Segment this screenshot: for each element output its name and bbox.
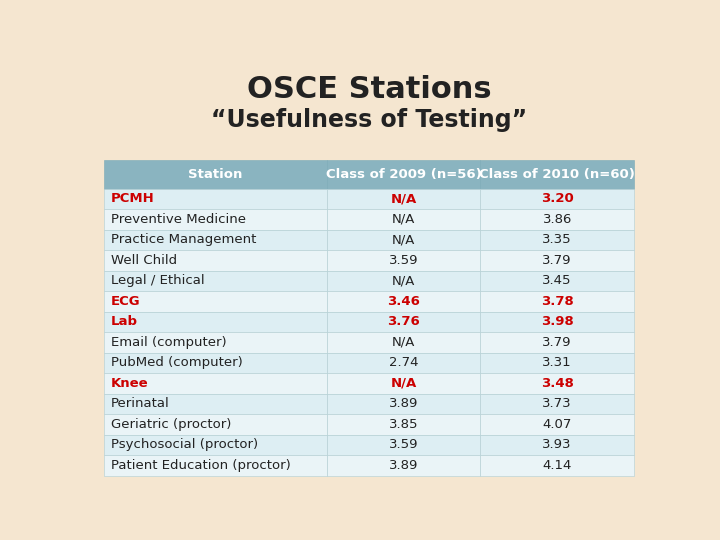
Bar [327, 435, 480, 455]
Bar [104, 394, 327, 414]
Bar [104, 455, 327, 476]
Bar [104, 373, 327, 394]
Text: 4.07: 4.07 [542, 418, 572, 431]
Text: ECG: ECG [111, 295, 140, 308]
Text: 3.79: 3.79 [542, 336, 572, 349]
Text: N/A: N/A [392, 336, 415, 349]
Bar [327, 230, 480, 250]
Text: N/A: N/A [392, 274, 415, 287]
Text: N/A: N/A [390, 377, 417, 390]
Text: 3.76: 3.76 [387, 315, 420, 328]
Bar [480, 373, 634, 394]
Text: 3.79: 3.79 [542, 254, 572, 267]
Bar [327, 209, 480, 230]
Bar [104, 250, 327, 271]
Bar [480, 312, 634, 332]
Text: Class of 2010 (n=60): Class of 2010 (n=60) [480, 168, 635, 181]
Text: N/A: N/A [390, 192, 417, 205]
Bar [480, 291, 634, 312]
Bar [104, 230, 327, 250]
Text: Perinatal: Perinatal [111, 397, 169, 410]
Text: 3.89: 3.89 [389, 397, 418, 410]
Bar [480, 250, 634, 271]
Bar [104, 160, 327, 188]
Text: PubMed (computer): PubMed (computer) [111, 356, 243, 369]
Bar [327, 455, 480, 476]
Text: N/A: N/A [392, 213, 415, 226]
Bar [104, 312, 327, 332]
Text: 3.78: 3.78 [541, 295, 574, 308]
Bar [327, 250, 480, 271]
Bar [480, 435, 634, 455]
Bar [480, 414, 634, 435]
Bar [327, 312, 480, 332]
Bar [104, 435, 327, 455]
Bar [104, 414, 327, 435]
Bar [327, 414, 480, 435]
Bar [480, 353, 634, 373]
Bar [480, 230, 634, 250]
Text: 3.59: 3.59 [389, 254, 418, 267]
Text: 4.14: 4.14 [542, 459, 572, 472]
Text: Practice Management: Practice Management [111, 233, 256, 246]
Bar [104, 271, 327, 291]
Text: Patient Education (proctor): Patient Education (proctor) [111, 459, 290, 472]
Text: 3.89: 3.89 [389, 459, 418, 472]
Text: Lab: Lab [111, 315, 138, 328]
Text: 3.73: 3.73 [542, 397, 572, 410]
Text: 3.48: 3.48 [541, 377, 574, 390]
Bar [480, 332, 634, 353]
Text: Station: Station [188, 168, 243, 181]
Text: 3.46: 3.46 [387, 295, 420, 308]
Text: “Usefulness of Testing”: “Usefulness of Testing” [211, 109, 527, 132]
Bar [327, 353, 480, 373]
Bar [104, 291, 327, 312]
Text: 3.86: 3.86 [542, 213, 572, 226]
Bar [104, 209, 327, 230]
Bar [480, 209, 634, 230]
Bar [480, 188, 634, 209]
Bar [104, 332, 327, 353]
Bar [104, 353, 327, 373]
Text: Well Child: Well Child [111, 254, 176, 267]
Text: 3.31: 3.31 [542, 356, 572, 369]
Bar [327, 271, 480, 291]
Text: Psychosocial (proctor): Psychosocial (proctor) [111, 438, 258, 451]
Text: Preventive Medicine: Preventive Medicine [111, 213, 246, 226]
Text: N/A: N/A [392, 233, 415, 246]
Text: Legal / Ethical: Legal / Ethical [111, 274, 204, 287]
Text: 3.35: 3.35 [542, 233, 572, 246]
Bar [480, 271, 634, 291]
Text: 2.74: 2.74 [389, 356, 418, 369]
Bar [480, 455, 634, 476]
Text: 3.98: 3.98 [541, 315, 574, 328]
Bar [327, 291, 480, 312]
Text: Class of 2009 (n=56): Class of 2009 (n=56) [325, 168, 482, 181]
Bar [327, 188, 480, 209]
Bar [327, 373, 480, 394]
Text: 3.20: 3.20 [541, 192, 574, 205]
Text: Email (computer): Email (computer) [111, 336, 226, 349]
Text: PCMH: PCMH [111, 192, 154, 205]
Text: 3.45: 3.45 [542, 274, 572, 287]
Text: Knee: Knee [111, 377, 148, 390]
Text: OSCE Stations: OSCE Stations [247, 75, 491, 104]
Bar [327, 160, 480, 188]
Text: Geriatric (proctor): Geriatric (proctor) [111, 418, 231, 431]
Text: 3.85: 3.85 [389, 418, 418, 431]
Text: 3.59: 3.59 [389, 438, 418, 451]
Bar [327, 332, 480, 353]
Text: 3.93: 3.93 [542, 438, 572, 451]
Bar [480, 160, 634, 188]
Bar [327, 394, 480, 414]
Bar [104, 188, 327, 209]
Bar [480, 394, 634, 414]
